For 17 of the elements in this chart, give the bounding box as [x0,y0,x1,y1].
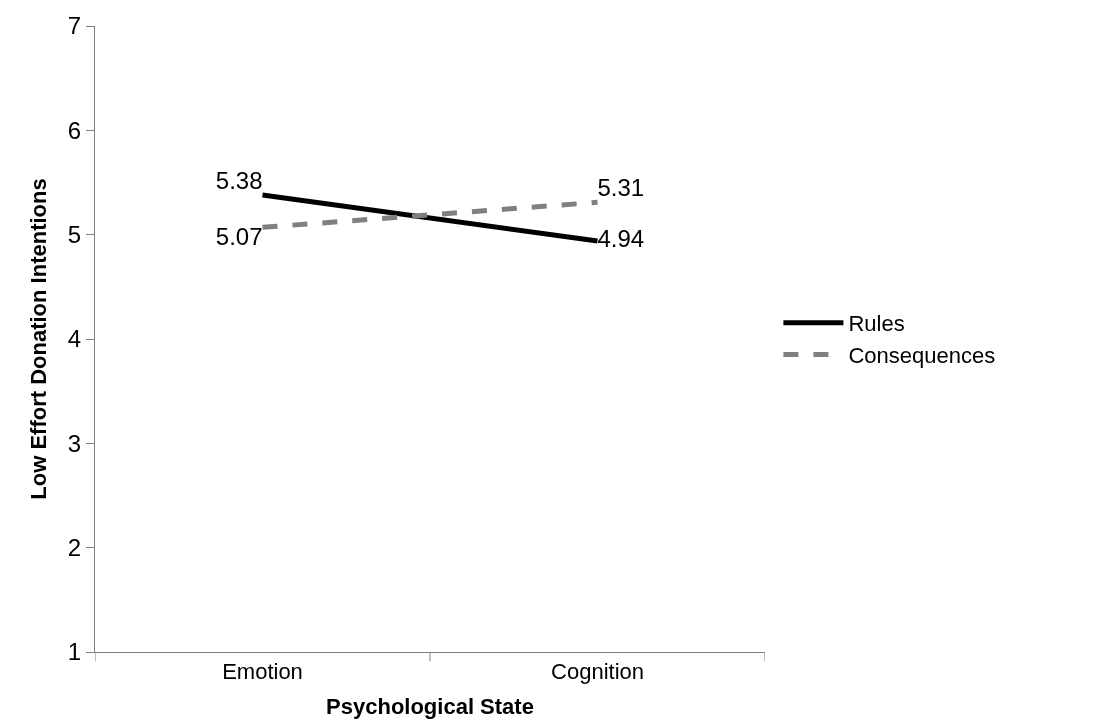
legend-label: Rules [848,311,905,337]
y-tick-label: 4 [67,325,82,353]
data-label: 5.38 [215,167,263,195]
y-tick-label: 5 [67,221,82,249]
x-tick-label: Emotion [222,659,303,685]
y-tick-label: 6 [67,116,82,144]
y-tick-label: 2 [67,534,82,562]
data-label: 5.31 [597,174,645,202]
x-tick-label: Cognition [551,659,644,685]
legend-label: Consequences [848,342,996,368]
data-label: 5.07 [215,223,263,251]
x-axis-title: Psychological State [326,694,534,720]
y-tick-label: 3 [67,429,82,457]
y-tick-label: 1 [67,638,82,666]
data-label: 4.94 [597,224,645,252]
y-axis-title: Low Effort Donation Intentions [25,178,51,500]
y-tick-label: 7 [67,12,82,40]
